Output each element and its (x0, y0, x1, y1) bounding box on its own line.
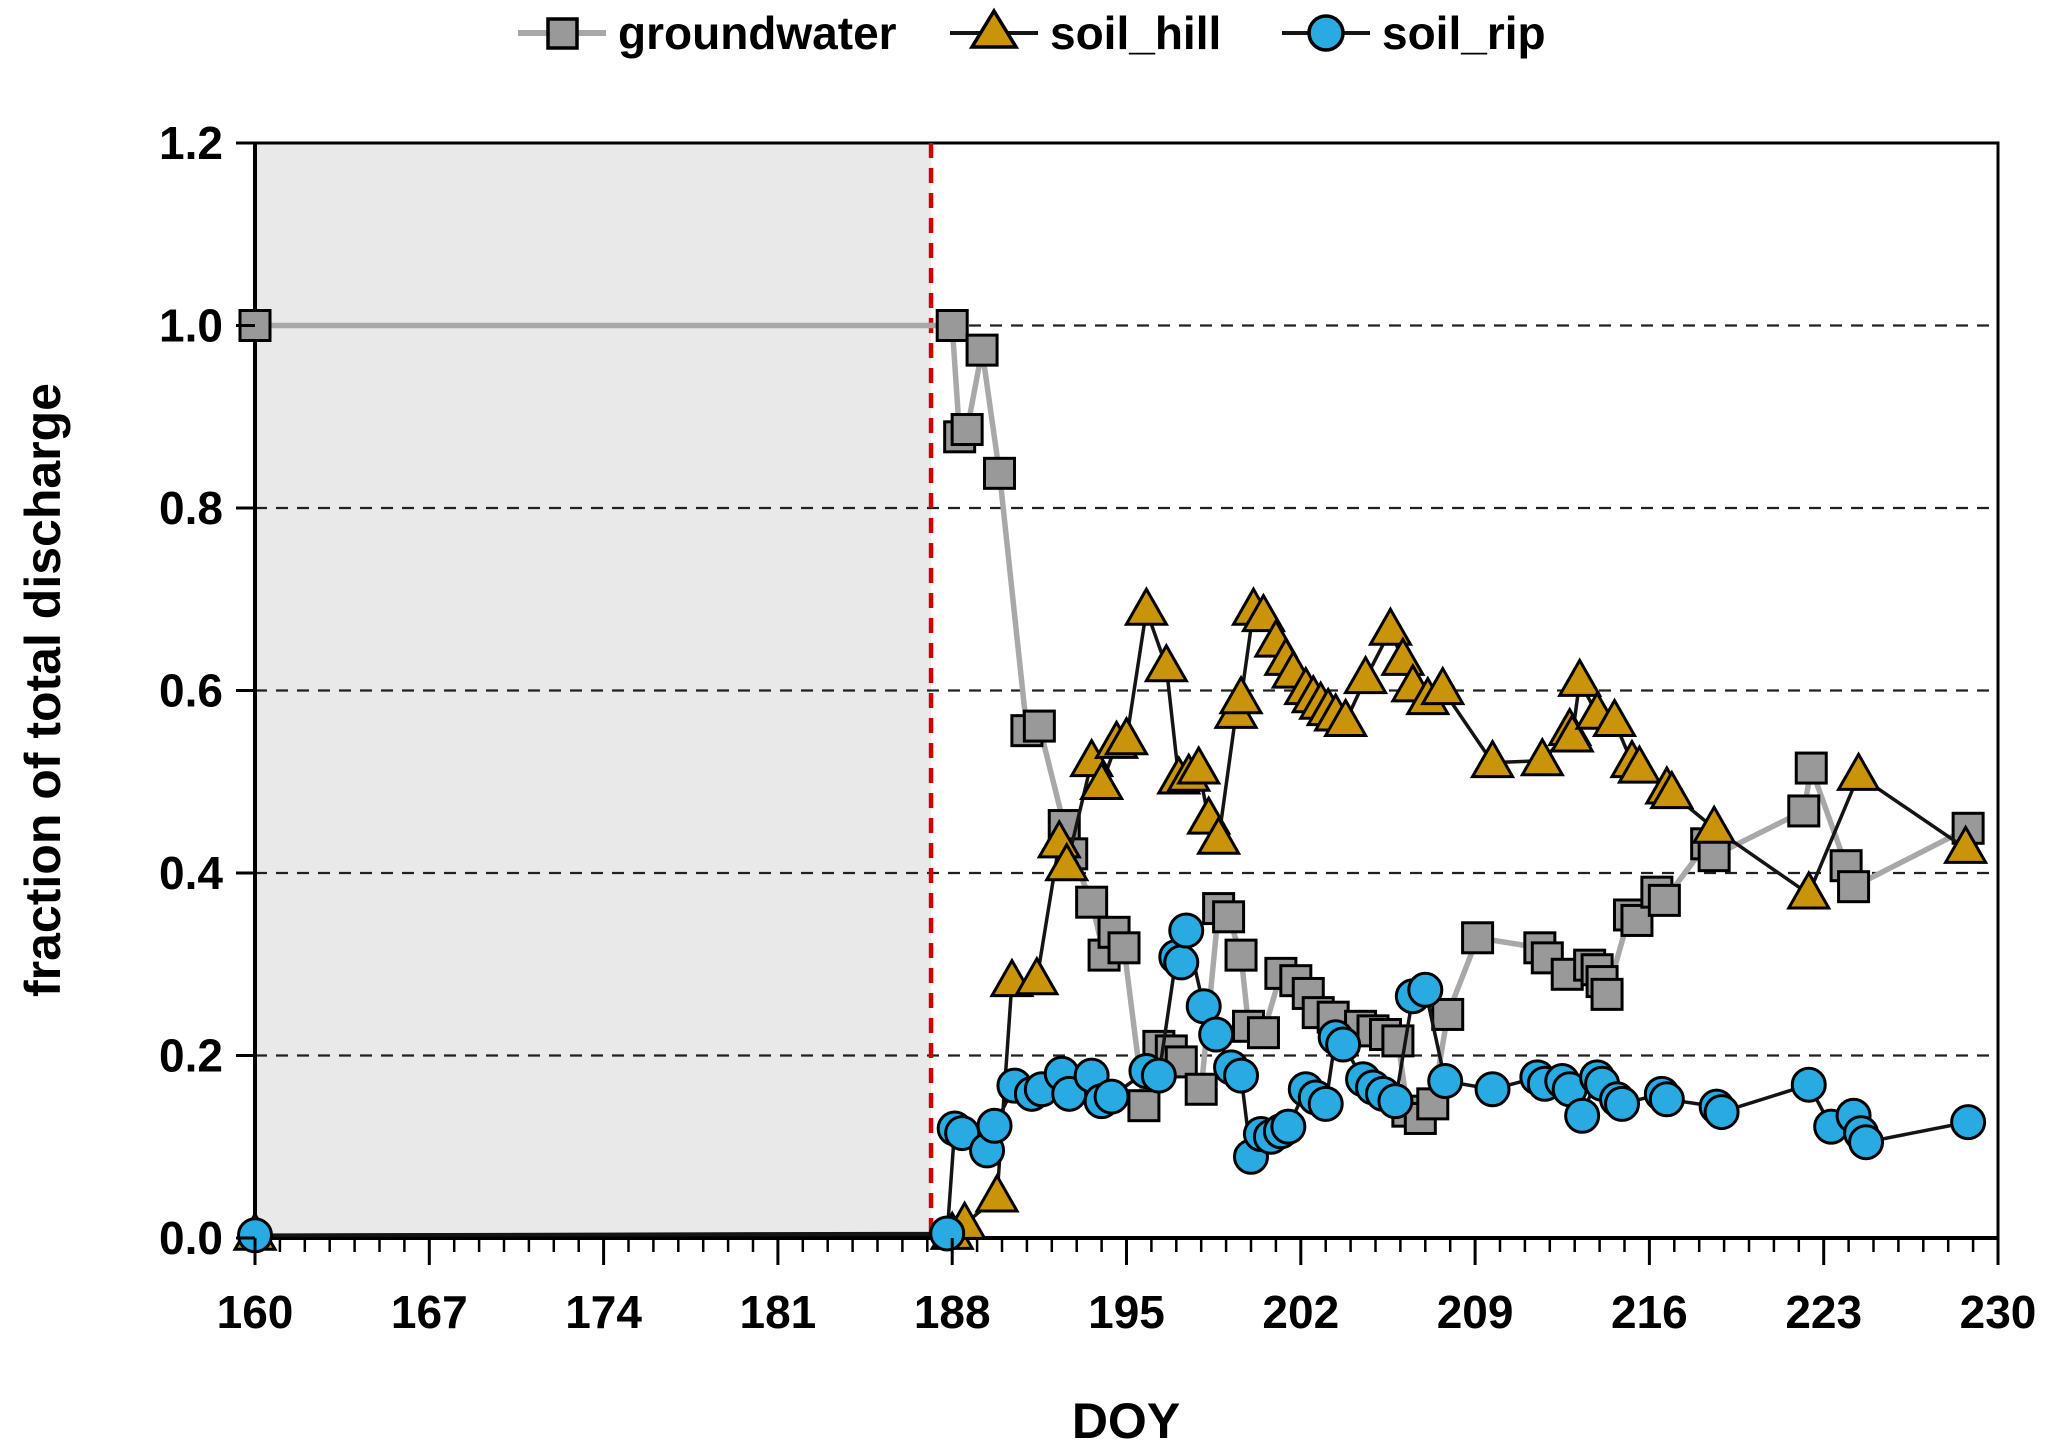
x-tick-label: 160 (217, 1286, 294, 1338)
x-tick-label: 195 (1088, 1286, 1165, 1338)
data-series (232, 309, 1989, 1254)
x-tick-label: 216 (1611, 1286, 1688, 1338)
legend: groundwater soil_hill soil_rip (518, 7, 1546, 59)
soil-rip-circle-icon (1307, 14, 1345, 52)
x-axis-title: DOY (1072, 1393, 1180, 1449)
x-tick-label: 202 (1262, 1286, 1339, 1338)
legend-item-soil-rip: soil_rip (1282, 7, 1546, 59)
axis-ticks (236, 141, 2000, 1265)
legend-label-soil-hill: soil_hill (1050, 7, 1221, 59)
y-tick-label: 0.8 (159, 482, 223, 534)
y-tick-label: 0.6 (159, 665, 223, 717)
y-tick-label: 1.0 (159, 300, 223, 352)
x-tick-label: 188 (914, 1286, 991, 1338)
legend-label-groundwater: groundwater (618, 7, 897, 59)
legend-label-soil-rip: soil_rip (1382, 7, 1546, 59)
x-tick-label: 167 (391, 1286, 468, 1338)
x-tick-label: 209 (1437, 1286, 1514, 1338)
x-tick-label: 223 (1785, 1286, 1862, 1338)
series-soil_rip (237, 912, 1987, 1254)
x-tick-label: 230 (1960, 1286, 2037, 1338)
groundwater-square-icon (546, 17, 579, 50)
y-tick-label: 0.0 (159, 1212, 223, 1264)
x-tick-label: 174 (565, 1286, 642, 1338)
series-soil_hill (232, 586, 1989, 1251)
legend-item-soil-hill: soil_hill (950, 7, 1221, 59)
y-tick-label: 1.2 (159, 117, 223, 169)
legend-item-groundwater: groundwater (518, 7, 897, 59)
horizontal-gridlines (255, 324, 1998, 1057)
y-axis-title: fraction of total discharge (15, 383, 71, 997)
x-tick-label: 181 (740, 1286, 817, 1338)
y-tick-label: 0.2 (159, 1030, 223, 1082)
y-tick-label: 0.4 (159, 847, 223, 899)
soil-hill-triangle-icon (968, 7, 1020, 49)
axis-tick-labels: 160 167 174 181 188 195 202 209 216 223 230 0.0 0.2 0… (159, 117, 2036, 1338)
